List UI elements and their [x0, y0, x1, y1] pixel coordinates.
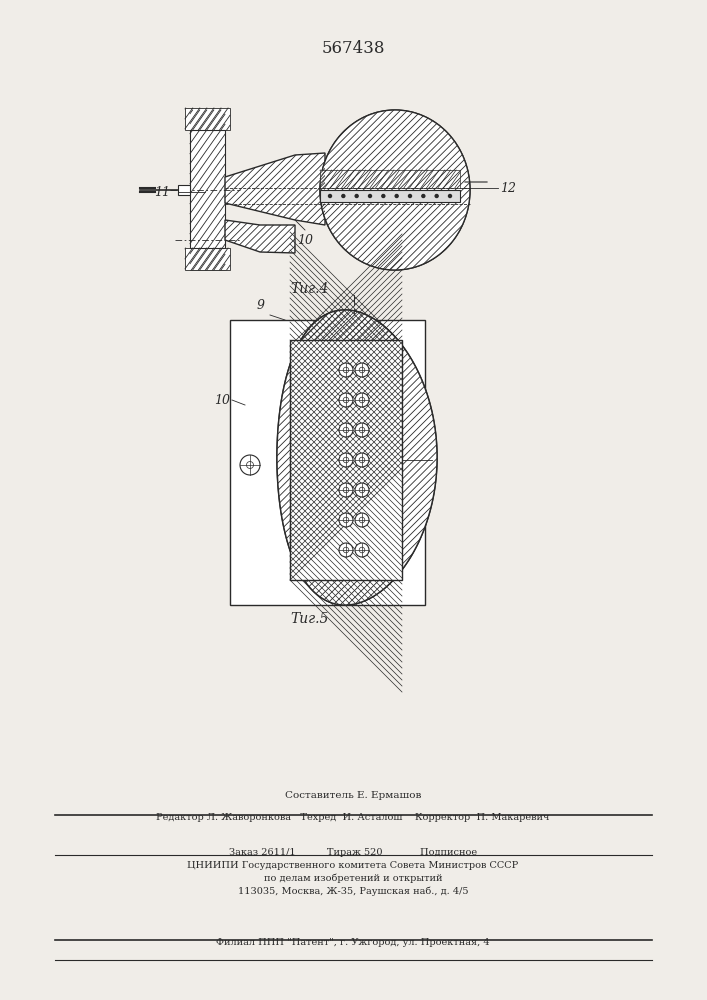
Bar: [185, 248, 230, 270]
Circle shape: [339, 393, 353, 407]
Polygon shape: [277, 310, 437, 605]
Text: 12: 12: [500, 182, 516, 194]
Circle shape: [448, 194, 452, 198]
Polygon shape: [320, 110, 470, 270]
Circle shape: [355, 393, 369, 407]
Circle shape: [355, 423, 369, 437]
Bar: [185, 108, 230, 130]
Ellipse shape: [320, 110, 470, 270]
Circle shape: [329, 194, 332, 198]
Text: Филиал ППП "Патент", г. Ужгород, ул. Проектная, 4: Филиал ППП "Патент", г. Ужгород, ул. Про…: [216, 938, 490, 947]
Text: 10: 10: [297, 234, 313, 247]
Circle shape: [355, 513, 369, 527]
Bar: [320, 170, 460, 188]
Circle shape: [359, 367, 365, 373]
Circle shape: [368, 194, 371, 198]
Circle shape: [343, 397, 349, 403]
Circle shape: [343, 457, 349, 463]
Circle shape: [343, 427, 349, 433]
Circle shape: [355, 543, 369, 557]
Text: ЦНИИПИ Государственного комитета Совета Министров СССР: ЦНИИПИ Государственного комитета Совета …: [187, 861, 519, 870]
Circle shape: [359, 547, 365, 553]
Bar: [190, 130, 225, 248]
Circle shape: [341, 194, 345, 198]
Bar: [230, 320, 425, 605]
Bar: [178, 185, 190, 195]
Circle shape: [359, 397, 365, 403]
Circle shape: [395, 194, 398, 198]
Circle shape: [436, 194, 438, 198]
Bar: [190, 110, 225, 270]
Bar: [320, 190, 460, 202]
Bar: [290, 340, 402, 580]
Polygon shape: [225, 220, 295, 253]
Circle shape: [359, 457, 365, 463]
Circle shape: [339, 363, 353, 377]
Circle shape: [359, 427, 365, 433]
Text: 11: 11: [154, 186, 170, 198]
Text: 567438: 567438: [321, 40, 385, 57]
Text: Τиг.5: Τиг.5: [291, 612, 329, 626]
Circle shape: [240, 455, 260, 475]
Circle shape: [422, 194, 425, 198]
Circle shape: [359, 517, 365, 523]
Circle shape: [343, 367, 349, 373]
Circle shape: [339, 483, 353, 497]
Text: Составитель Е. Ермашов: Составитель Е. Ермашов: [285, 791, 421, 800]
Circle shape: [247, 462, 254, 468]
Circle shape: [382, 194, 385, 198]
Circle shape: [339, 453, 353, 467]
Text: по делам изобретений и открытий: по делам изобретений и открытий: [264, 874, 443, 883]
Circle shape: [359, 487, 365, 493]
Polygon shape: [225, 153, 325, 225]
Circle shape: [355, 363, 369, 377]
Circle shape: [343, 547, 349, 553]
Text: Редактор Л. Жаворонкова   Техред  И. Асталош    Корректор  П. Макаревич: Редактор Л. Жаворонкова Техред И. Астало…: [156, 813, 549, 822]
Text: 10: 10: [214, 393, 230, 406]
Circle shape: [339, 423, 353, 437]
Circle shape: [343, 487, 349, 493]
Circle shape: [355, 194, 358, 198]
Text: 9: 9: [257, 299, 265, 312]
Circle shape: [355, 453, 369, 467]
Circle shape: [339, 513, 353, 527]
Circle shape: [409, 194, 411, 198]
Text: Τиг.4: Τиг.4: [291, 282, 329, 296]
Polygon shape: [277, 310, 437, 605]
Circle shape: [343, 517, 349, 523]
Text: Заказ 2611/1          Тираж 520            Подписное: Заказ 2611/1 Тираж 520 Подписное: [229, 848, 477, 857]
Circle shape: [355, 483, 369, 497]
Circle shape: [339, 543, 353, 557]
Text: 113035, Москва, Ж-35, Раушская наб., д. 4/5: 113035, Москва, Ж-35, Раушская наб., д. …: [238, 886, 468, 896]
